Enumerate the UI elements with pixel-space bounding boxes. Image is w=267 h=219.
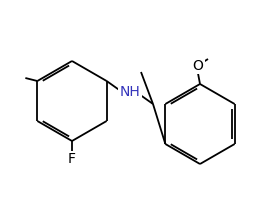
Text: F: F bbox=[68, 152, 76, 166]
Text: O: O bbox=[193, 59, 203, 73]
Text: NH: NH bbox=[119, 85, 140, 99]
